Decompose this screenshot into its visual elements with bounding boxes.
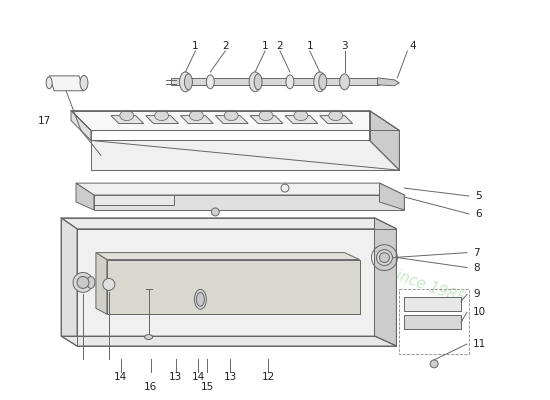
Text: 1: 1: [192, 41, 199, 51]
Text: 14: 14: [192, 372, 205, 382]
Ellipse shape: [145, 334, 152, 340]
Polygon shape: [76, 183, 404, 195]
Ellipse shape: [259, 111, 273, 120]
Text: 2: 2: [222, 41, 229, 51]
Ellipse shape: [319, 74, 327, 90]
Circle shape: [377, 250, 392, 266]
Ellipse shape: [120, 111, 134, 120]
Circle shape: [430, 360, 438, 368]
Polygon shape: [96, 253, 360, 260]
Text: eurospa
a passion for parts since 1985: eurospa a passion for parts since 1985: [254, 193, 475, 306]
Ellipse shape: [189, 111, 204, 120]
Polygon shape: [375, 218, 397, 346]
Text: 15: 15: [201, 382, 214, 392]
Text: 14: 14: [114, 372, 128, 382]
Text: 8: 8: [473, 262, 480, 272]
Text: 1: 1: [306, 41, 313, 51]
Text: 16: 16: [144, 382, 157, 392]
Text: 5: 5: [475, 191, 482, 201]
Polygon shape: [91, 140, 399, 170]
Polygon shape: [215, 116, 248, 124]
Polygon shape: [94, 195, 173, 205]
Polygon shape: [96, 253, 107, 314]
Circle shape: [211, 208, 219, 216]
Circle shape: [73, 272, 93, 292]
Ellipse shape: [155, 111, 168, 120]
Text: 6: 6: [475, 209, 482, 219]
Text: 17: 17: [37, 116, 51, 126]
Polygon shape: [61, 218, 397, 229]
Polygon shape: [146, 116, 179, 124]
Polygon shape: [61, 336, 397, 346]
Ellipse shape: [46, 77, 52, 89]
Polygon shape: [94, 195, 404, 210]
Ellipse shape: [224, 111, 238, 120]
Text: 1: 1: [262, 41, 268, 51]
Ellipse shape: [249, 72, 261, 92]
Text: 13: 13: [224, 372, 237, 382]
Ellipse shape: [179, 72, 191, 92]
Ellipse shape: [184, 74, 192, 90]
Ellipse shape: [294, 111, 308, 120]
Polygon shape: [377, 78, 399, 86]
Polygon shape: [107, 260, 360, 314]
Text: 13: 13: [169, 372, 182, 382]
Circle shape: [77, 276, 89, 288]
Ellipse shape: [329, 111, 343, 120]
Polygon shape: [76, 183, 94, 210]
Ellipse shape: [340, 74, 350, 90]
Ellipse shape: [286, 75, 294, 89]
Text: 2: 2: [277, 41, 283, 51]
Text: 12: 12: [261, 372, 274, 382]
Polygon shape: [285, 116, 318, 124]
Polygon shape: [404, 315, 461, 329]
Polygon shape: [320, 116, 353, 124]
Polygon shape: [111, 116, 144, 124]
Polygon shape: [180, 116, 213, 124]
Circle shape: [103, 278, 115, 290]
Ellipse shape: [80, 75, 88, 90]
Circle shape: [379, 253, 389, 262]
FancyBboxPatch shape: [170, 78, 380, 85]
Polygon shape: [250, 116, 283, 124]
Ellipse shape: [254, 74, 262, 90]
Polygon shape: [370, 111, 399, 170]
Polygon shape: [61, 218, 77, 346]
Polygon shape: [77, 229, 397, 346]
Text: 7: 7: [473, 248, 480, 258]
Ellipse shape: [87, 276, 95, 288]
Ellipse shape: [206, 75, 214, 89]
Polygon shape: [404, 297, 461, 311]
Text: 9: 9: [473, 289, 480, 299]
Polygon shape: [379, 183, 404, 210]
Polygon shape: [49, 76, 84, 91]
Text: 10: 10: [473, 307, 486, 317]
Text: 4: 4: [409, 41, 416, 51]
Ellipse shape: [194, 289, 206, 309]
Polygon shape: [71, 111, 399, 130]
Ellipse shape: [314, 72, 326, 92]
Polygon shape: [71, 111, 91, 140]
Text: 11: 11: [473, 339, 486, 349]
Text: 3: 3: [342, 41, 348, 51]
Ellipse shape: [196, 292, 205, 306]
